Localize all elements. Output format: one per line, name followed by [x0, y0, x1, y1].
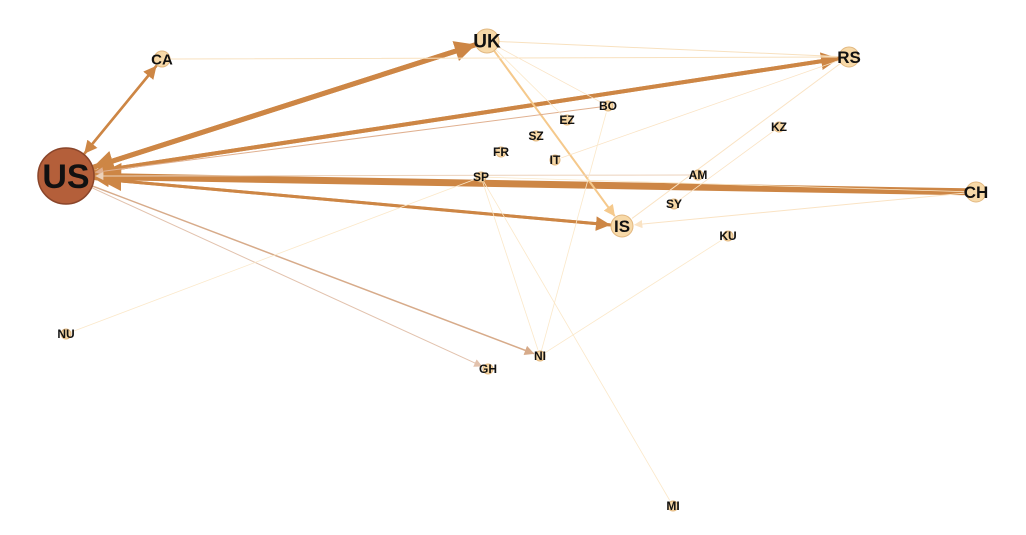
edge-us-to-ni — [91, 185, 535, 355]
edge-ni-to-ku — [543, 239, 723, 354]
edge-sp-to-ni — [482, 181, 539, 350]
node-label: NU — [57, 327, 74, 341]
node-circle — [602, 100, 614, 112]
node-label: FR — [493, 145, 509, 159]
node-mi[interactable]: MI — [666, 499, 679, 513]
node-circle — [561, 114, 573, 126]
edge-us-to-uk — [90, 41, 477, 170]
node-circle — [610, 214, 634, 238]
edge-ch-to-us — [92, 162, 970, 196]
edge-am-to-us — [95, 171, 694, 181]
node-sz[interactable]: SZ — [528, 129, 543, 143]
node-circle — [722, 230, 734, 242]
node-circle — [474, 28, 500, 54]
edge-ca-to-rs — [169, 56, 838, 60]
node-circle — [482, 363, 494, 375]
node-label: NI — [534, 349, 546, 363]
node-circle — [549, 154, 561, 166]
node-layer: US CA UK RS CH IS BO EZ SZ FR IT KZ AM SP SY KU NU NI GH MI — [37, 28, 989, 513]
edge-ni-to-bo — [540, 112, 607, 352]
node-ez[interactable]: EZ — [559, 113, 574, 127]
edge-nu-to-sp — [70, 179, 475, 333]
edge-uk-to-rs — [498, 41, 838, 57]
node-circle — [965, 181, 987, 203]
node-circle — [838, 46, 860, 68]
node-circle — [534, 350, 546, 362]
node-label: RS — [837, 48, 861, 67]
node-bo[interactable]: BO — [599, 99, 617, 113]
node-kz[interactable]: KZ — [771, 120, 787, 134]
edge-kz-to-sy — [679, 129, 776, 201]
node-label: SY — [666, 197, 682, 211]
edge-layer — [70, 41, 970, 501]
node-sp[interactable]: SP — [473, 170, 489, 184]
node-label: UK — [473, 32, 501, 53]
node-circle — [153, 50, 171, 68]
node-label: US — [42, 158, 89, 196]
edge-sp-to-mi — [483, 180, 670, 501]
node-circle — [773, 121, 785, 133]
node-rs[interactable]: RS — [837, 46, 861, 68]
node-label: EZ — [559, 113, 574, 127]
node-uk[interactable]: UK — [473, 28, 501, 54]
edge-uk-to-bo — [497, 46, 603, 104]
node-circle — [495, 146, 507, 158]
node-label: GH — [479, 362, 497, 376]
node-am[interactable]: AM — [689, 168, 708, 182]
node-label: AM — [689, 168, 708, 182]
node-ku[interactable]: KU — [719, 229, 736, 243]
node-circle — [668, 198, 680, 210]
node-circle — [667, 500, 679, 512]
node-it[interactable]: IT — [549, 153, 561, 167]
edge-uk-to-ez — [495, 49, 563, 116]
edge-bo-to-us — [94, 106, 604, 176]
edge-rs-to-is — [631, 62, 842, 219]
node-label: MI — [666, 499, 679, 513]
node-nu[interactable]: NU — [57, 327, 74, 341]
edge-uk-to-is — [493, 49, 616, 217]
node-circle — [60, 328, 72, 340]
node-label: KU — [719, 229, 736, 243]
node-label: KZ — [771, 120, 787, 134]
edge-ch-to-is — [634, 192, 967, 229]
node-label: IS — [614, 217, 630, 236]
edge-us-to-gh — [91, 187, 483, 367]
node-ch[interactable]: CH — [964, 181, 989, 203]
edge-sp-to-ch — [485, 176, 965, 193]
node-label: SP — [473, 170, 489, 184]
node-ni[interactable]: NI — [534, 349, 546, 363]
node-label: BO — [599, 99, 617, 113]
edge-us-to-ca — [82, 65, 157, 156]
node-label: CH — [964, 183, 989, 202]
node-circle — [475, 171, 487, 183]
edge-us-to-rs — [91, 52, 840, 174]
node-label: CA — [151, 51, 173, 68]
edge-rs-to-it — [561, 59, 840, 159]
node-gh[interactable]: GH — [479, 362, 497, 376]
node-label: SZ — [528, 129, 543, 143]
node-us[interactable]: US — [37, 147, 95, 205]
edge-us-to-is — [92, 177, 611, 231]
node-is[interactable]: IS — [610, 214, 634, 238]
node-circle — [530, 130, 542, 142]
node-label: IT — [550, 153, 561, 167]
node-sy[interactable]: SY — [666, 197, 682, 211]
node-circle — [692, 169, 704, 181]
node-ca[interactable]: CA — [151, 50, 173, 68]
node-circle — [37, 147, 95, 205]
node-fr[interactable]: FR — [493, 145, 509, 159]
